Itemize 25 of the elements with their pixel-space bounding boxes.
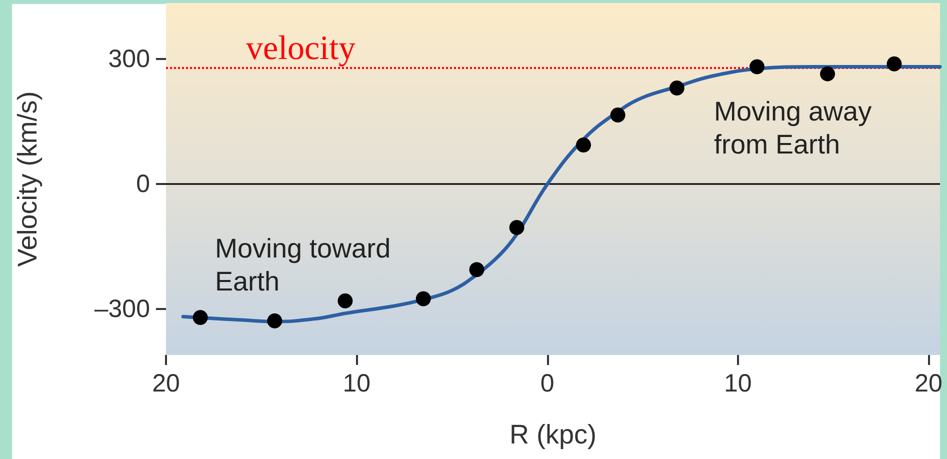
annotation: Moving toward Earth [215, 234, 398, 296]
ref-line-label: velocity [246, 30, 356, 68]
point [750, 59, 764, 74]
point [576, 138, 592, 153]
point [669, 80, 684, 96]
point [192, 310, 208, 326]
point [610, 108, 626, 123]
x-tick-label: 10 [342, 370, 371, 398]
x-tick-label: 10 [724, 370, 752, 398]
point [338, 293, 353, 308]
y-tick-label: 0 [136, 170, 150, 198]
point [267, 313, 282, 328]
x-tick-label: 20 [914, 370, 942, 398]
x-tick-label: 20 [152, 370, 180, 398]
point [469, 262, 484, 278]
point [509, 220, 524, 236]
annotation: Moving away from Earth [714, 96, 880, 160]
point [820, 66, 836, 82]
point [886, 56, 902, 72]
point [416, 291, 431, 306]
y-tick-label: 300 [108, 45, 150, 74]
y-tick-label: –300 [94, 295, 150, 324]
y-axis-title: Velocity (km/s) [12, 91, 42, 267]
x-axis-title: R (kpc) [510, 420, 596, 450]
x-tick-label: 0 [540, 370, 554, 398]
